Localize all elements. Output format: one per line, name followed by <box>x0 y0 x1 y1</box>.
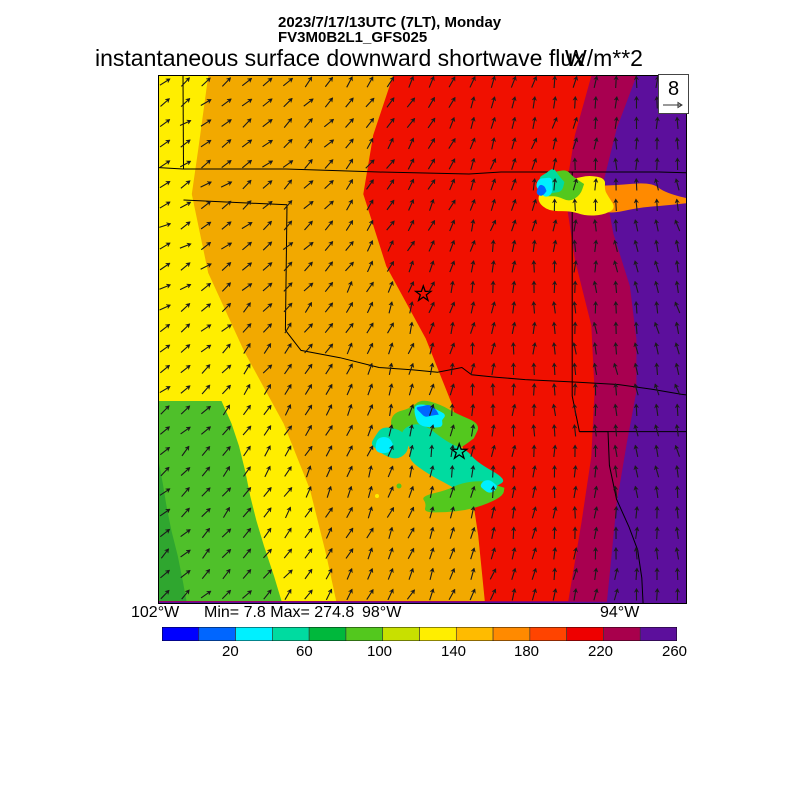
svg-text:8: 8 <box>668 78 679 100</box>
